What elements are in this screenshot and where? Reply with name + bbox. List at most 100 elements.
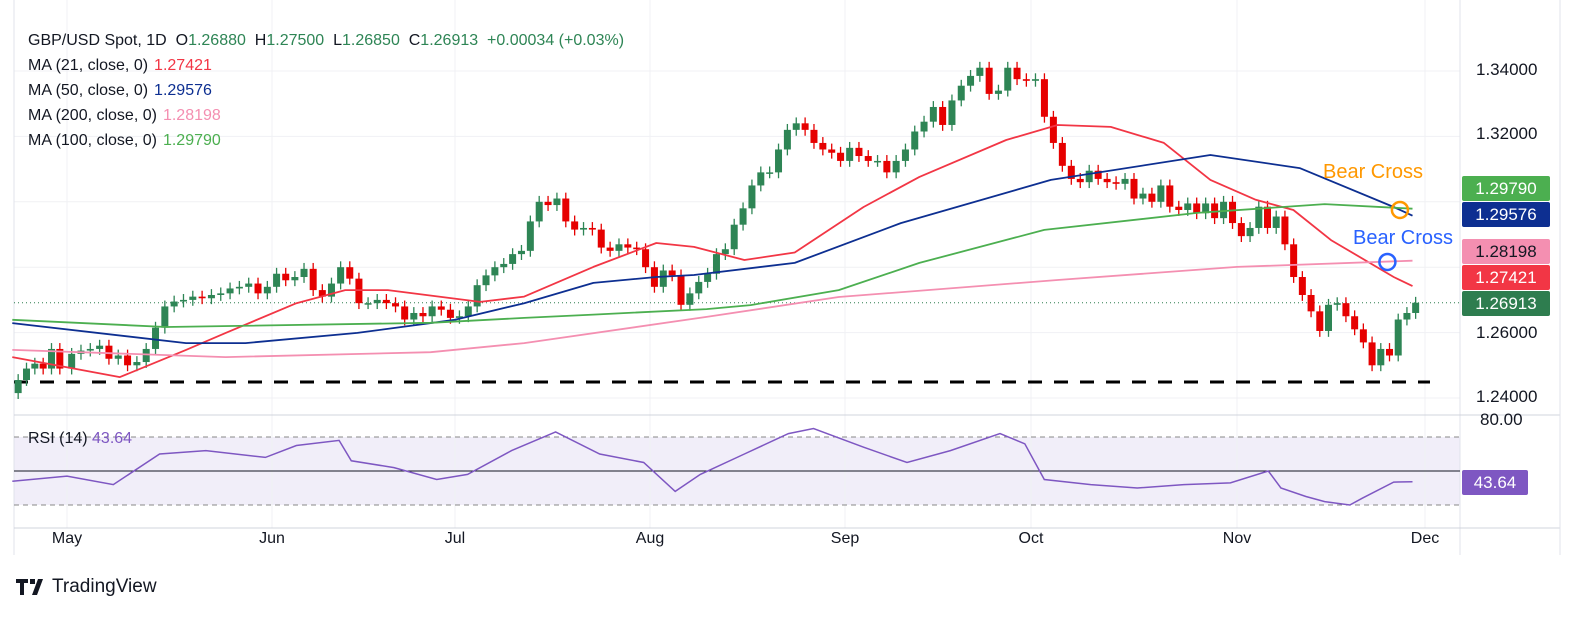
y-tick: 1.34000: [1476, 60, 1538, 79]
open-label: O: [175, 32, 189, 49]
ma-line: [12, 124, 1413, 379]
candle-up: [455, 316, 463, 318]
candle-down: [1359, 329, 1367, 343]
candle-up: [473, 285, 481, 307]
candle-up: [217, 293, 225, 295]
rsi-legend[interactable]: RSI (14) 43.64: [28, 430, 132, 448]
candle-down: [1264, 206, 1271, 228]
candle-down: [1290, 244, 1298, 278]
tradingview-logo-icon: [16, 579, 43, 595]
candle-up: [783, 129, 791, 150]
candle-down: [419, 312, 427, 317]
candle-up: [766, 172, 774, 174]
open-value: 1.26880: [188, 32, 246, 49]
ma100-legend[interactable]: MA (100, close, 0) 1.29790: [28, 128, 624, 153]
candle-down: [1112, 182, 1120, 184]
candle-down: [1058, 142, 1066, 166]
candle-down: [810, 129, 818, 143]
candle-down: [633, 247, 641, 250]
ma50-price-tag: 1.29576: [1462, 202, 1550, 227]
ma200-legend[interactable]: MA (200, close, 0) 1.28198: [28, 103, 624, 128]
candle-down: [105, 345, 113, 359]
candle-up: [615, 244, 623, 251]
candle-up: [23, 368, 30, 381]
candle-up: [775, 149, 783, 173]
candle-up: [291, 277, 299, 281]
candle-up: [994, 90, 1002, 94]
candle-up: [1220, 201, 1228, 219]
tradingview-logo[interactable]: TradingView: [16, 576, 157, 598]
ma21-price-tag: 1.27421: [1462, 265, 1550, 290]
candle-down: [837, 152, 845, 161]
ma200-price-tag: 1.28198: [1462, 239, 1550, 264]
candle-down: [562, 198, 570, 222]
candle-up: [739, 208, 747, 225]
candle-down: [1193, 203, 1201, 214]
ma-line: [12, 154, 1413, 345]
candle-up: [730, 224, 738, 250]
ma50-legend[interactable]: MA (50, close, 0) 1.29576: [28, 78, 624, 103]
ohlc-legend: GBP/USD Spot, 1D O1.26880 H1.27500 L1.26…: [28, 28, 624, 53]
candle-up: [929, 106, 937, 122]
high-label: H: [254, 32, 267, 49]
candle-up: [892, 160, 900, 173]
candle-up: [553, 198, 561, 206]
bear-cross-label: Bear Cross: [1353, 227, 1454, 249]
candle-down: [606, 247, 614, 251]
candle-up: [1246, 227, 1254, 237]
candle-up: [1325, 304, 1332, 331]
candle-down: [597, 229, 605, 248]
candle-up: [1255, 206, 1263, 228]
candle-down: [1022, 79, 1030, 81]
candle-down: [1148, 193, 1156, 202]
ma-label: MA (21, close, 0): [28, 57, 149, 74]
candle-up: [967, 75, 975, 86]
candle-up: [410, 312, 418, 320]
candle-up: [695, 281, 703, 294]
y-tick: 1.24000: [1476, 387, 1538, 406]
candle-up: [14, 380, 22, 394]
ma-line: [12, 259, 1413, 359]
rsi-tick: 80.00: [1480, 410, 1523, 429]
y-tick: 1.32000: [1476, 124, 1538, 143]
candle-down: [254, 283, 262, 294]
candle-down: [382, 299, 390, 304]
candle-up: [337, 267, 345, 284]
x-tick: Jun: [259, 530, 285, 547]
candle-up: [96, 345, 104, 349]
candle-up: [152, 327, 160, 349]
symbol-label: GBP/USD Spot, 1D: [28, 32, 167, 49]
candle-down: [828, 149, 836, 153]
x-tick: Jul: [444, 530, 466, 547]
candle-up: [364, 303, 372, 305]
candle-up: [1202, 203, 1210, 214]
high-value: 1.27500: [266, 32, 325, 49]
candle-down: [1094, 170, 1102, 179]
candle-up: [491, 267, 499, 276]
candle-up: [920, 121, 928, 132]
bear-cross-marker: [1378, 252, 1397, 272]
change-value: +0.00034 (+0.03%): [487, 32, 625, 49]
candle-up: [1139, 193, 1147, 199]
candle-up: [189, 296, 197, 300]
candle-up: [48, 348, 55, 369]
candle-down: [544, 201, 552, 206]
candle-up: [1121, 178, 1129, 184]
candle-down: [939, 106, 947, 125]
candle-up: [1272, 216, 1280, 228]
candle-up: [68, 353, 76, 369]
candle-down: [346, 267, 354, 279]
candle-down: [1316, 311, 1324, 331]
candle-up: [976, 67, 984, 76]
ma-value: 1.28198: [162, 107, 221, 124]
candle-down: [1237, 223, 1245, 237]
candle-down: [1166, 185, 1174, 207]
ma21-legend[interactable]: MA (21, close, 0) 1.27421: [28, 53, 624, 78]
x-tick: Aug: [635, 530, 665, 547]
ma-line: [12, 203, 1413, 328]
low-value: 1.26850: [342, 32, 400, 49]
close-label: C: [408, 32, 421, 49]
candle-up: [500, 263, 508, 268]
candle-up: [273, 273, 281, 287]
